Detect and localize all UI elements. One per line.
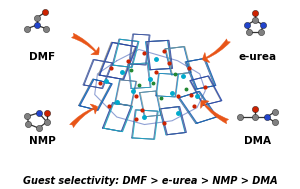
Text: e-urea: e-urea [239, 52, 277, 62]
Text: DMA: DMA [244, 136, 271, 146]
Text: Guest selectivity: DMF > e-urea > NMP > DMA: Guest selectivity: DMF > e-urea > NMP > … [23, 176, 277, 186]
Text: NMP: NMP [29, 136, 56, 146]
Text: DMF: DMF [29, 52, 55, 62]
